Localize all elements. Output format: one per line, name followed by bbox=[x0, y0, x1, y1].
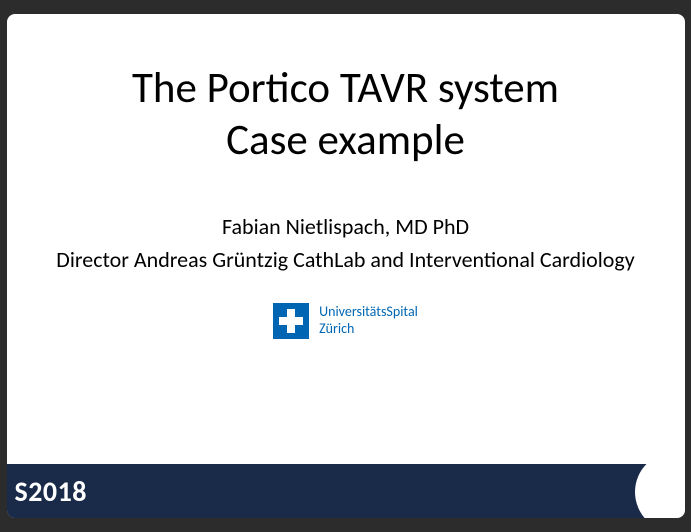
slide-title: The Portico TAVR system Case example bbox=[47, 62, 645, 165]
title-line-1: The Portico TAVR system bbox=[132, 61, 559, 114]
slide-content: The Portico TAVR system Case example Fab… bbox=[7, 14, 685, 339]
presenter-name: Fabian Nietlispach, MD PhD bbox=[47, 213, 645, 240]
footer-circle-decoration bbox=[635, 452, 685, 518]
title-line-2: Case example bbox=[226, 113, 465, 166]
institution-name: UniversitätsSpital Zürich bbox=[319, 304, 418, 338]
presenter-title: Director Andreas Grüntzig CathLab and In… bbox=[47, 246, 645, 273]
footer-bar: S2018 bbox=[7, 464, 685, 518]
institution-line-2: Zürich bbox=[319, 320, 354, 337]
slide: The Portico TAVR system Case example Fab… bbox=[7, 14, 685, 518]
institution-logo: UniversitätsSpital Zürich bbox=[47, 303, 645, 339]
footer-text: S2018 bbox=[15, 474, 88, 509]
hospital-cross-icon bbox=[273, 303, 309, 339]
institution-line-1: UniversitätsSpital bbox=[319, 303, 418, 320]
